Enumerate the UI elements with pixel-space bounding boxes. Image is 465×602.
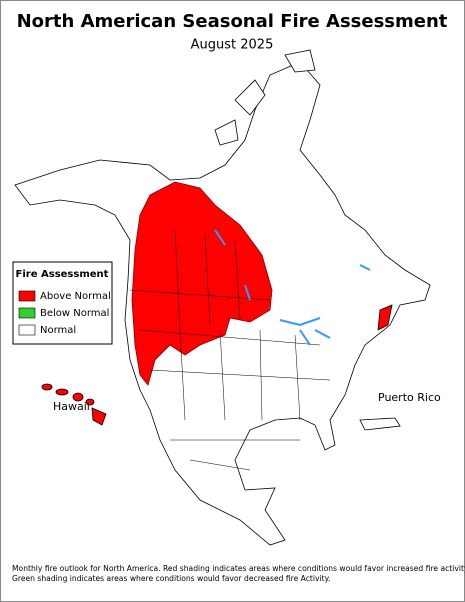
- legend-swatch: [18, 307, 36, 319]
- puerto-rico-label: Puerto Rico: [378, 391, 441, 404]
- footnote-line: Green shading indicates areas where cond…: [12, 574, 330, 583]
- legend-label: Below Normal: [40, 308, 109, 319]
- lakes: [214, 229, 371, 346]
- map: [14, 49, 431, 546]
- legend-label: Above Normal: [40, 291, 111, 302]
- legend-title: Fire Assessment: [16, 269, 109, 280]
- legend-swatch: [18, 290, 36, 302]
- hawaii-islands: [41, 383, 107, 426]
- legend-label: Normal: [40, 325, 76, 336]
- above-normal-region: [131, 181, 273, 386]
- province-lines: [129, 229, 331, 471]
- puerto-rico: [359, 417, 401, 431]
- legend: Fire Assessment Above Normal Below Normal…: [12, 261, 113, 345]
- maritime-red: [377, 304, 393, 331]
- hawaii-label: Hawaii: [53, 400, 90, 413]
- footnote-line: Monthly fire outlook for North America. …: [12, 564, 465, 573]
- arctic-islands: [214, 49, 316, 146]
- legend-swatch: [18, 324, 36, 336]
- legend-items: Above Normal Below Normal Normal: [18, 290, 111, 336]
- subtitle: August 2025: [191, 38, 274, 53]
- title: North American Seasonal Fire Assessment: [17, 11, 448, 32]
